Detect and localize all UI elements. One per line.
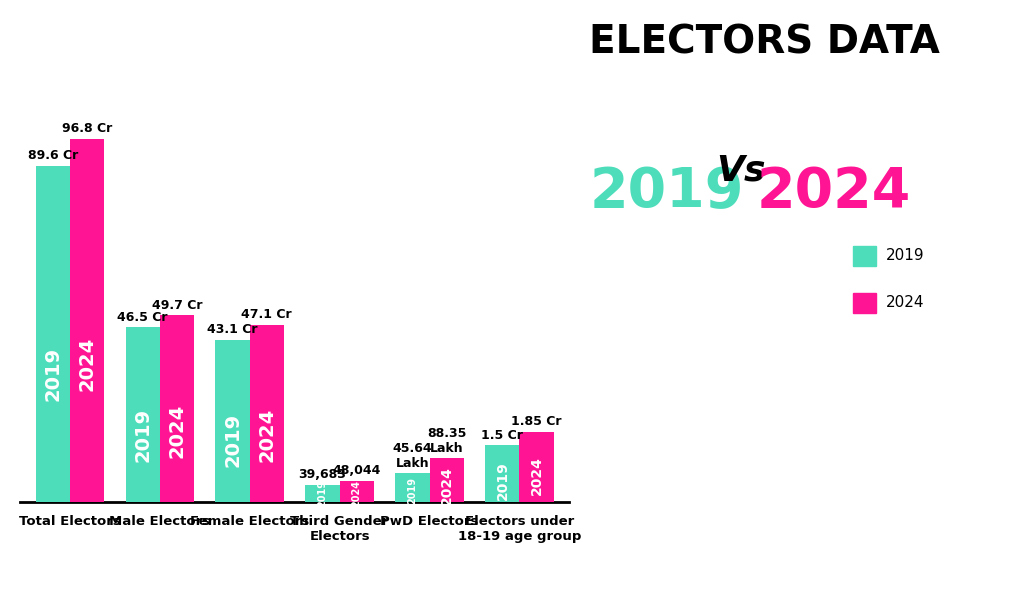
Text: 2019: 2019: [318, 480, 327, 507]
Text: 43.1 Cr: 43.1 Cr: [207, 323, 258, 336]
Bar: [486, 445, 519, 502]
Text: 2024: 2024: [440, 466, 453, 504]
Bar: [306, 484, 339, 502]
Text: 45.64
Lakh: 45.64 Lakh: [392, 442, 432, 470]
Text: 2019: 2019: [44, 347, 62, 401]
Bar: [430, 458, 463, 502]
Bar: [36, 166, 70, 502]
Bar: [250, 325, 283, 502]
Text: 2024: 2024: [257, 407, 276, 461]
Text: 2019: 2019: [133, 408, 152, 463]
Bar: [339, 481, 374, 502]
Bar: [519, 432, 554, 502]
Bar: [70, 139, 104, 502]
Text: 1.85 Cr: 1.85 Cr: [511, 415, 562, 428]
Bar: [215, 340, 250, 502]
Text: 48,044: 48,044: [332, 464, 381, 477]
Text: 96.8 Cr: 96.8 Cr: [62, 122, 112, 135]
Text: 2024: 2024: [529, 455, 544, 494]
Text: 2024: 2024: [757, 165, 911, 219]
Bar: [126, 327, 160, 502]
Text: 2024: 2024: [352, 480, 362, 507]
Text: 49.7 Cr: 49.7 Cr: [151, 299, 202, 312]
Bar: [160, 316, 194, 502]
Text: 47.1 Cr: 47.1 Cr: [242, 309, 292, 322]
Text: 2024: 2024: [886, 296, 925, 310]
Text: Vs: Vs: [716, 153, 766, 188]
Text: 2019: 2019: [886, 248, 925, 263]
Text: 2019: 2019: [496, 461, 509, 500]
Text: 2019: 2019: [407, 477, 418, 504]
Text: 46.5 Cr: 46.5 Cr: [118, 310, 168, 323]
Text: 2019: 2019: [589, 165, 744, 219]
Text: 89.6 Cr: 89.6 Cr: [27, 149, 78, 162]
Text: 2024: 2024: [77, 337, 97, 391]
Bar: [395, 473, 430, 501]
Text: 88.35
Lakh: 88.35 Lakh: [427, 427, 466, 455]
Text: 1.5 Cr: 1.5 Cr: [482, 428, 523, 441]
Text: 2019: 2019: [224, 413, 242, 467]
Text: ELECTORS DATA: ELECTORS DATA: [589, 24, 940, 61]
Text: 2024: 2024: [168, 404, 186, 458]
Text: 39,683: 39,683: [299, 468, 346, 481]
